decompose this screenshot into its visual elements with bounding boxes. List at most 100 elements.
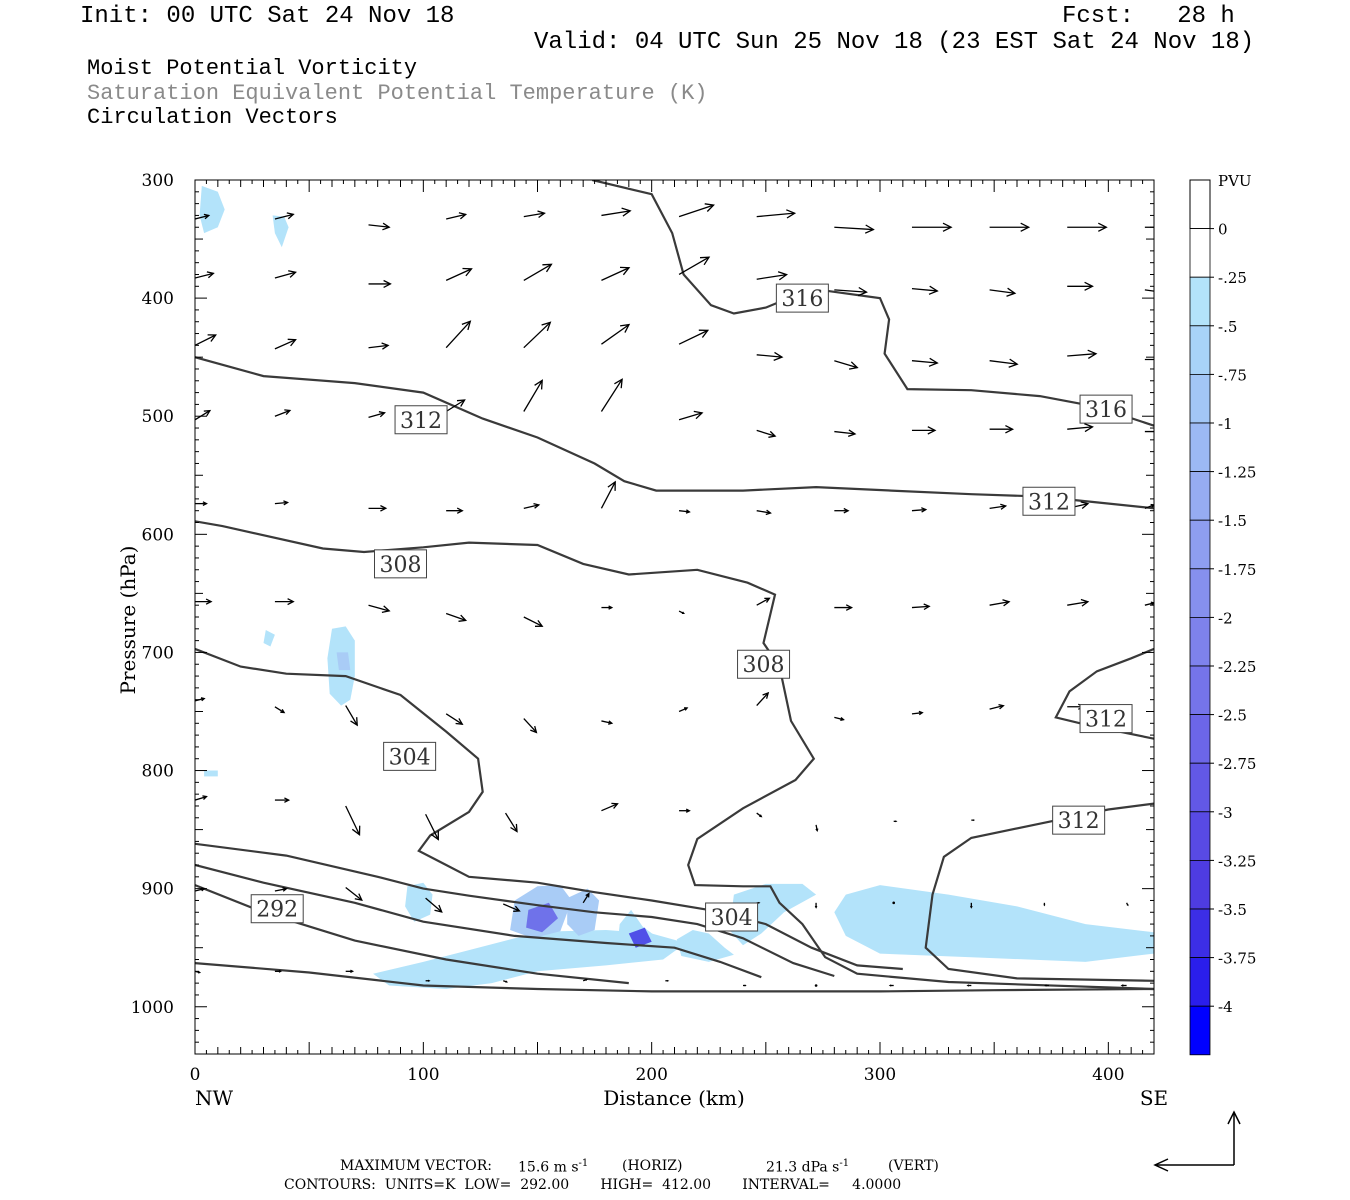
y-tick-label: 300 xyxy=(142,171,174,191)
circulation-vector xyxy=(814,984,818,987)
horiz-tag: (HORIZ) xyxy=(622,1158,683,1174)
pv-blob xyxy=(567,888,600,936)
x-tick-label: 300 xyxy=(864,1065,896,1085)
colorbar-cell xyxy=(1189,373,1211,424)
circulation-vector xyxy=(1144,430,1154,433)
colorbar-tick-label: -2.25 xyxy=(1218,658,1256,676)
circulation-vector xyxy=(523,379,543,412)
colorbar-cell xyxy=(1189,228,1211,278)
circulation-vector xyxy=(425,813,439,841)
circulation-vector xyxy=(274,270,297,279)
circulation-vector xyxy=(601,605,614,610)
circulation-vector xyxy=(888,984,894,987)
circulation-vector xyxy=(523,263,553,281)
svg-text:304: 304 xyxy=(711,906,753,931)
circulation-vector xyxy=(504,812,518,833)
pv-blob xyxy=(272,215,289,248)
contour-label: 312 xyxy=(1079,704,1133,734)
circulation-vector xyxy=(274,338,297,350)
y-tick-label: 600 xyxy=(142,525,174,545)
circulation-vector xyxy=(368,222,391,231)
circulation-vector xyxy=(756,429,777,438)
valid-time: Valid: 04 UTC Sun 25 Nov 18 (23 EST Sat … xyxy=(534,29,1255,56)
colorbar-cell xyxy=(1189,617,1211,667)
colorbar-tick-label: -.75 xyxy=(1218,366,1247,384)
circulation-vector xyxy=(345,805,361,836)
svg-text:292: 292 xyxy=(256,898,298,923)
x-axis-label: Distance (km) xyxy=(603,1086,745,1110)
circulation-vector xyxy=(368,342,390,350)
circulation-vector xyxy=(989,703,1005,710)
colorbar-cell xyxy=(1189,908,1211,958)
colorbar-tick-label: 0 xyxy=(1218,221,1228,239)
pv-blob xyxy=(199,185,225,234)
colorbar-unit: PVU xyxy=(1218,172,1252,190)
circulation-vector xyxy=(274,886,288,892)
circulation-vector xyxy=(582,892,590,904)
colorbar-cell xyxy=(1189,276,1211,327)
pv-blob xyxy=(834,885,1154,962)
pv-blob xyxy=(628,927,652,948)
circulation-vector xyxy=(274,969,283,973)
circulation-vector xyxy=(601,207,632,217)
circulation-vector xyxy=(834,604,854,611)
circulation-vector xyxy=(678,707,689,713)
contour-label: 312 xyxy=(1022,486,1076,516)
circulation-vector xyxy=(445,320,472,349)
circulation-vector xyxy=(834,360,859,370)
circulation-vector xyxy=(1126,902,1129,907)
init-time: Init: 00 UTC Sat 24 Nov 18 xyxy=(80,3,455,30)
pv-colorbar: 0 -.25 -.5 -.75 -1 -1.25 -1.5 -1.75 -2 -2.25 -2.5 -… xyxy=(1189,179,1256,1056)
colorbar-cell xyxy=(1189,714,1211,764)
svg-text:316: 316 xyxy=(781,287,823,312)
circulation-vector xyxy=(274,706,286,714)
circulation-vector xyxy=(1067,598,1090,607)
pv-blob xyxy=(204,770,218,777)
colorbar-tick-label: -4 xyxy=(1218,998,1233,1016)
colorbar-tick-label: -3.25 xyxy=(1218,852,1256,870)
circulation-vector xyxy=(834,507,850,514)
circulation-vector xyxy=(446,507,464,514)
circulation-vector xyxy=(425,979,431,982)
field-title-vectors: Circulation Vectors xyxy=(87,105,338,130)
theta-contour xyxy=(195,863,762,979)
svg-text:316: 316 xyxy=(1085,398,1127,423)
circulation-vector xyxy=(445,713,464,725)
axes-layer: 0 100 200 300 400 300 400 500 600 700 800 900 1000 xyxy=(131,171,1155,1085)
circulation-vector xyxy=(195,501,208,506)
x-tick-label: 200 xyxy=(635,1065,667,1085)
circulation-vector xyxy=(989,222,1031,232)
circulation-vector xyxy=(445,399,466,413)
colorbar-cell xyxy=(1189,957,1211,1007)
colorbar-cell xyxy=(1189,860,1211,910)
contour-label: 312 xyxy=(1052,805,1106,835)
circulation-vector xyxy=(815,824,819,832)
field-title-pv: Moist Potential Vorticity xyxy=(87,56,418,81)
circulation-vector xyxy=(368,411,386,419)
circulation-vector xyxy=(601,802,619,812)
circulation-vector xyxy=(678,410,704,421)
colorbar-tick-label: -.5 xyxy=(1218,318,1237,336)
circulation-vector xyxy=(600,480,616,509)
colorbar-cell xyxy=(1189,665,1211,715)
x-tick-label: 100 xyxy=(407,1065,439,1085)
circulation-vector xyxy=(523,210,546,219)
colorbar-tick-label: -3.75 xyxy=(1218,950,1256,968)
theta-contour xyxy=(195,356,1154,510)
x-tick-label: 0 xyxy=(190,1065,201,1085)
circulation-vector xyxy=(1067,349,1098,359)
circulation-vector xyxy=(523,502,541,509)
contour-label: 308 xyxy=(737,649,791,679)
x-end-label-right: SE xyxy=(1140,1086,1168,1110)
colorbar-tick-label: -2.5 xyxy=(1218,707,1247,725)
pv-blob xyxy=(336,652,351,671)
circulation-vector xyxy=(834,286,868,297)
colorbar-cell xyxy=(1189,422,1211,472)
circulation-vector xyxy=(195,334,217,346)
circulation-vector xyxy=(502,903,521,912)
x-end-label-left: NW xyxy=(195,1086,234,1110)
circulation-vector xyxy=(1144,601,1154,606)
circulation-vector xyxy=(274,409,292,417)
circulation-vector xyxy=(756,691,770,707)
circulation-vector xyxy=(1144,503,1154,509)
